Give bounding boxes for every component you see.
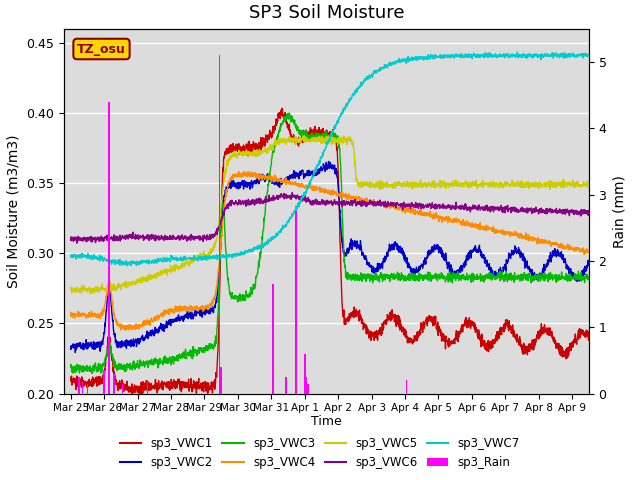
- Bar: [108, 102, 110, 394]
- Y-axis label: Soil Moisture (m3/m3): Soil Moisture (m3/m3): [7, 134, 21, 288]
- Bar: [406, 380, 408, 394]
- Bar: [86, 384, 88, 394]
- Bar: [304, 354, 305, 394]
- Bar: [81, 382, 83, 394]
- Bar: [305, 377, 307, 394]
- Bar: [219, 55, 220, 394]
- Legend: sp3_VWC1, sp3_VWC2, sp3_VWC3, sp3_VWC4, sp3_VWC5, sp3_VWC6, sp3_VWC7, sp3_Rain: sp3_VWC1, sp3_VWC2, sp3_VWC3, sp3_VWC4, …: [115, 433, 525, 474]
- Bar: [285, 377, 287, 394]
- Bar: [272, 284, 274, 394]
- Bar: [113, 374, 115, 394]
- Bar: [78, 377, 80, 394]
- Bar: [296, 211, 297, 394]
- Bar: [147, 380, 148, 394]
- Bar: [103, 371, 105, 394]
- Bar: [122, 384, 124, 394]
- Bar: [307, 384, 309, 394]
- Bar: [220, 367, 222, 394]
- Title: SP3 Soil Moisture: SP3 Soil Moisture: [249, 4, 404, 22]
- Y-axis label: Rain (mm): Rain (mm): [612, 175, 626, 248]
- Text: TZ_osu: TZ_osu: [77, 43, 126, 56]
- X-axis label: Time: Time: [311, 415, 342, 428]
